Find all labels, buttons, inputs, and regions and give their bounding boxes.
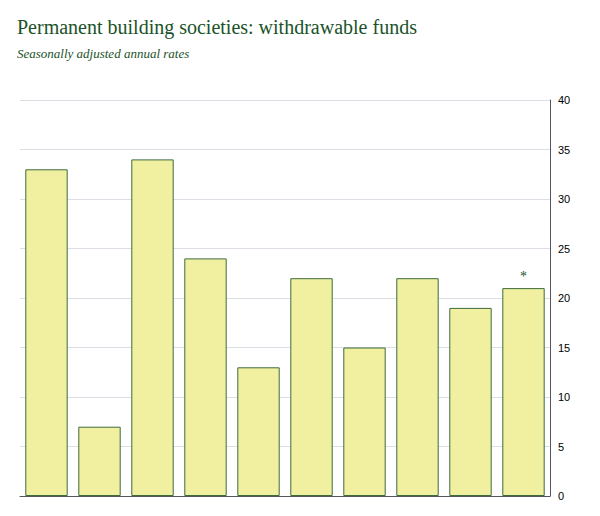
svg-text:35: 35 (558, 144, 570, 156)
svg-text:Seasonally adjusted annual rat: Seasonally adjusted annual rates (17, 46, 189, 61)
svg-text:25: 25 (558, 243, 570, 255)
svg-text:Permanent building societies:: Permanent building societies: withdrawab… (17, 16, 417, 39)
svg-text:30: 30 (558, 193, 570, 205)
svg-text:15: 15 (558, 342, 570, 354)
svg-text:*: * (520, 269, 527, 284)
svg-text:20: 20 (558, 292, 570, 304)
svg-text:40: 40 (558, 94, 570, 106)
svg-text:10: 10 (558, 391, 570, 403)
svg-text:0: 0 (558, 490, 564, 502)
svg-text:5: 5 (558, 441, 564, 453)
